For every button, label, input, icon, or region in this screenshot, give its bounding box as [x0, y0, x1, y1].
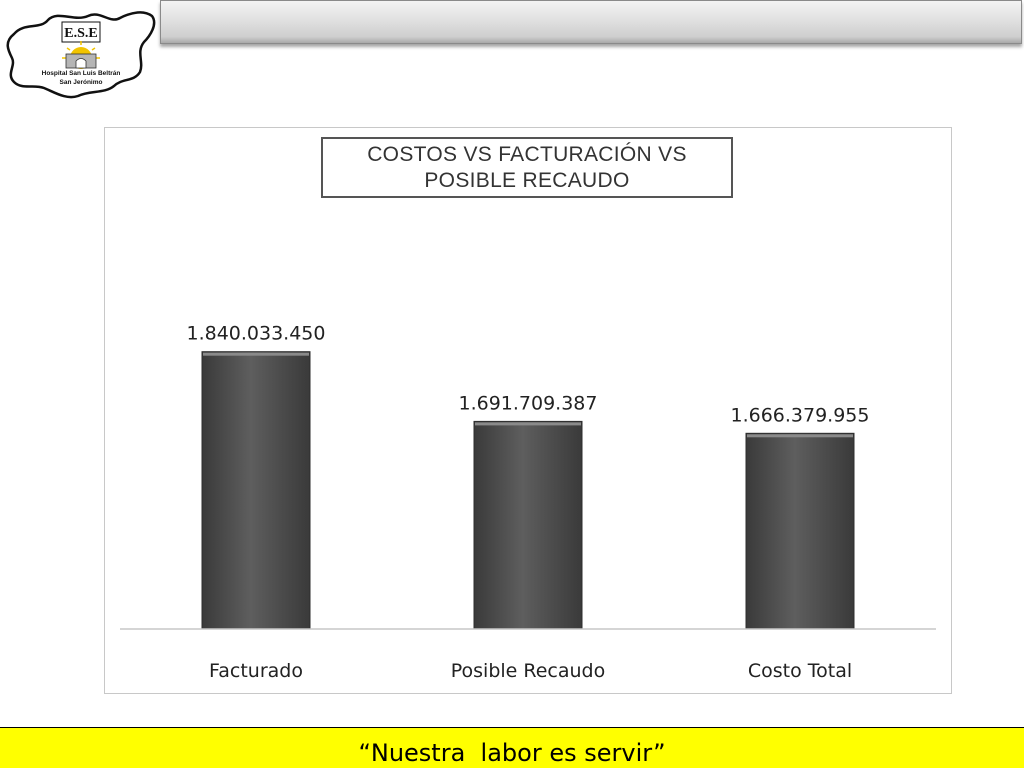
chart-title: COSTOS VS FACTURACIÓN VS POSIBLE RECAUDO [367, 142, 687, 192]
bar-2 [745, 432, 855, 630]
logo-line2: San Jerónimo [59, 79, 103, 86]
bar-1 [473, 420, 583, 630]
bar-top-highlight-2 [747, 434, 853, 438]
category-label-0: Facturado [209, 660, 303, 682]
logo-map-icon [6, 11, 156, 99]
data-label-0: 1.840.033.450 [186, 323, 325, 345]
footer-bar: “Nuestra labor es servir” [0, 727, 1024, 768]
chart-title-box: COSTOS VS FACTURACIÓN VS POSIBLE RECAUDO [321, 137, 733, 198]
bar-top-highlight-0 [203, 352, 309, 356]
logo-line1: Hospital San Luis Beltrán [41, 70, 121, 77]
top-banner [160, 0, 1022, 44]
data-label-2: 1.666.379.955 [730, 404, 869, 426]
logo-title: E.S.E [64, 26, 98, 41]
data-label-1: 1.691.709.387 [458, 392, 597, 414]
category-label-2: Costo Total [748, 660, 852, 682]
bar-0 [201, 351, 311, 630]
bar-top-highlight-1 [475, 422, 581, 426]
hospital-logo: E.S.E Hospital San Luis Beltrán San Jeró… [4, 8, 158, 100]
footer-slogan: “Nuestra labor es servir” [358, 739, 666, 767]
category-label-1: Posible Recaudo [451, 660, 606, 682]
